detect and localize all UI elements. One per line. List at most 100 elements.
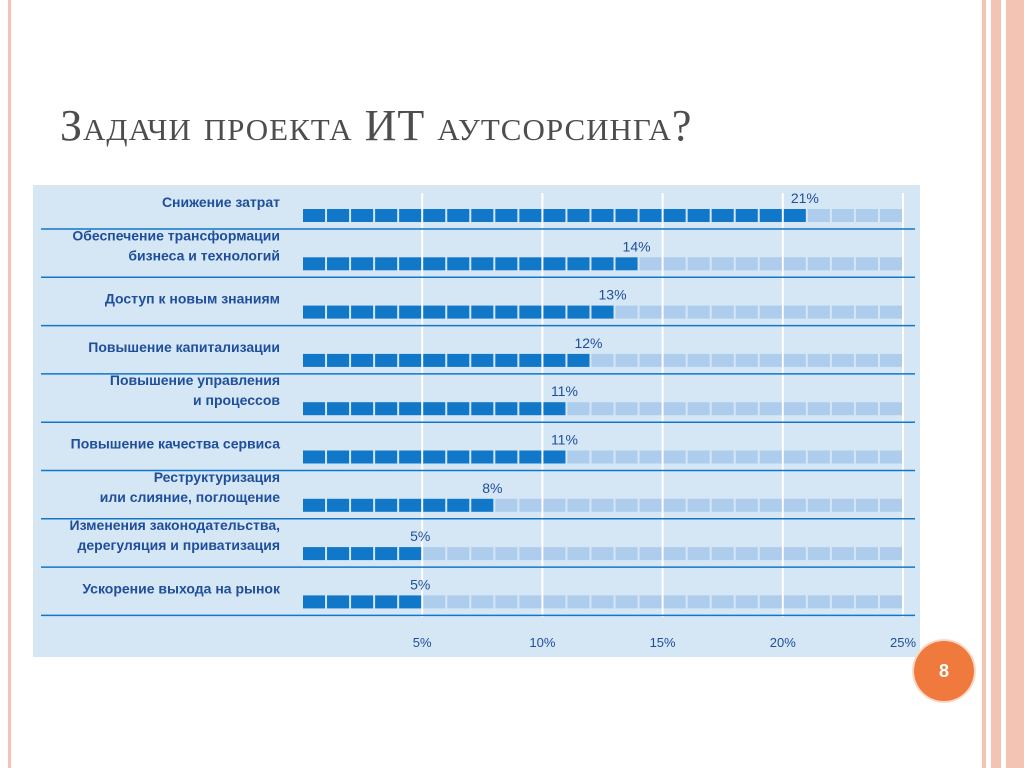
- page-number-badge: 8: [914, 641, 974, 701]
- bar-segment-empty: [495, 498, 518, 512]
- bar-segment-filled: [423, 498, 446, 512]
- bar-segment-empty: [447, 547, 470, 561]
- bar-segment-empty: [663, 353, 686, 367]
- bar-segment-filled: [639, 209, 662, 222]
- bar-segment-empty: [783, 353, 806, 367]
- bar-segment-filled: [519, 209, 542, 222]
- bar-segment-empty: [783, 547, 806, 561]
- bar-segment-filled: [519, 450, 542, 464]
- value-label: 8%: [482, 480, 502, 496]
- bar-segment-empty: [759, 257, 782, 271]
- bar-segment-empty: [687, 547, 710, 561]
- bar-segment-empty: [663, 547, 686, 561]
- bar-segment-empty: [783, 595, 806, 609]
- value-label: 5%: [410, 528, 430, 544]
- bar-segment-filled: [447, 402, 470, 416]
- bar-segment-empty: [639, 547, 662, 561]
- bar-segment-empty: [639, 353, 662, 367]
- bar-segment-empty: [759, 402, 782, 416]
- bar-segment-empty: [615, 595, 638, 609]
- bar-segment-empty: [783, 450, 806, 464]
- bar-segment-filled: [423, 402, 446, 416]
- bar-segment-filled: [375, 402, 398, 416]
- bar-segment-empty: [807, 257, 830, 271]
- bar-segment-empty: [735, 498, 758, 512]
- bar-segment-empty: [855, 402, 878, 416]
- right-frame-stripe: [991, 0, 1001, 768]
- bar-segment-empty: [879, 595, 902, 609]
- bar-segment-empty: [519, 498, 542, 512]
- bar-segment-filled: [495, 257, 518, 271]
- bar-segment-empty: [735, 402, 758, 416]
- bar-segment-filled: [471, 498, 494, 512]
- bar-segment-empty: [759, 450, 782, 464]
- category-label: Ускорение выхода на рынок: [82, 580, 281, 596]
- bar-segment-empty: [879, 547, 902, 561]
- value-label: 21%: [791, 190, 819, 206]
- x-tick-label: 10%: [529, 635, 555, 650]
- bar-segment-empty: [591, 450, 614, 464]
- bar-segment-empty: [711, 450, 734, 464]
- bar-segment-empty: [711, 402, 734, 416]
- bar-segment-empty: [807, 353, 830, 367]
- bar-segment-filled: [543, 209, 566, 222]
- bar-segment-empty: [615, 305, 638, 319]
- bar-segment-empty: [855, 595, 878, 609]
- bar-segment-empty: [711, 498, 734, 512]
- bar-segment-filled: [615, 209, 638, 222]
- category-label: или слияние, поглощение: [100, 489, 280, 505]
- bar-segment-empty: [831, 353, 854, 367]
- bar-segment-empty: [495, 595, 518, 609]
- bar-segment-filled: [327, 353, 350, 367]
- bar-segment-empty: [783, 402, 806, 416]
- bar-segment-filled: [423, 305, 446, 319]
- bar-segment-filled: [447, 353, 470, 367]
- bar-segment-empty: [759, 353, 782, 367]
- bar-segment-empty: [591, 498, 614, 512]
- bar-segment-empty: [759, 595, 782, 609]
- bar-segment-filled: [303, 209, 326, 222]
- bar-segment-empty: [495, 547, 518, 561]
- bar-segment-filled: [735, 209, 758, 222]
- bar-segment-empty: [423, 595, 446, 609]
- bar-segment-filled: [471, 402, 494, 416]
- bar-segment-empty: [855, 305, 878, 319]
- bar-segment-filled: [303, 257, 326, 271]
- bar-segment-filled: [471, 353, 494, 367]
- bar-segment-empty: [639, 450, 662, 464]
- bar-segment-empty: [615, 547, 638, 561]
- bar-segment-empty: [663, 498, 686, 512]
- bar-segment-filled: [303, 595, 326, 609]
- bar-segment-filled: [399, 353, 422, 367]
- bar-segment-filled: [495, 353, 518, 367]
- bar-segment-filled: [399, 305, 422, 319]
- bar-segment-filled: [519, 257, 542, 271]
- bar-segment-empty: [663, 257, 686, 271]
- bar-segment-empty: [879, 498, 902, 512]
- bar-segment-filled: [543, 353, 566, 367]
- bar-segment-filled: [351, 353, 374, 367]
- bar-segment-filled: [543, 305, 566, 319]
- bar-segment-empty: [639, 595, 662, 609]
- bar-segment-filled: [327, 257, 350, 271]
- bar-segment-filled: [495, 450, 518, 464]
- bar-segment-filled: [327, 402, 350, 416]
- bar-segment-empty: [735, 595, 758, 609]
- bar-segment-empty: [615, 498, 638, 512]
- bar-segment-empty: [735, 547, 758, 561]
- bar-segment-empty: [807, 305, 830, 319]
- bar-segment-filled: [519, 305, 542, 319]
- category-label: Повышение качества сервиса: [71, 436, 281, 452]
- bar-segment-empty: [831, 450, 854, 464]
- bar-segment-filled: [447, 257, 470, 271]
- bar-segment-empty: [711, 257, 734, 271]
- value-label: 14%: [623, 238, 651, 254]
- bar-segment-filled: [495, 305, 518, 319]
- left-frame-line: [8, 0, 11, 768]
- bar-segment-filled: [663, 209, 686, 222]
- value-label: 12%: [574, 335, 602, 351]
- bar-segment-filled: [447, 305, 470, 319]
- bar-segment-filled: [423, 450, 446, 464]
- x-tick-label: 15%: [650, 635, 676, 650]
- bar-segment-filled: [375, 498, 398, 512]
